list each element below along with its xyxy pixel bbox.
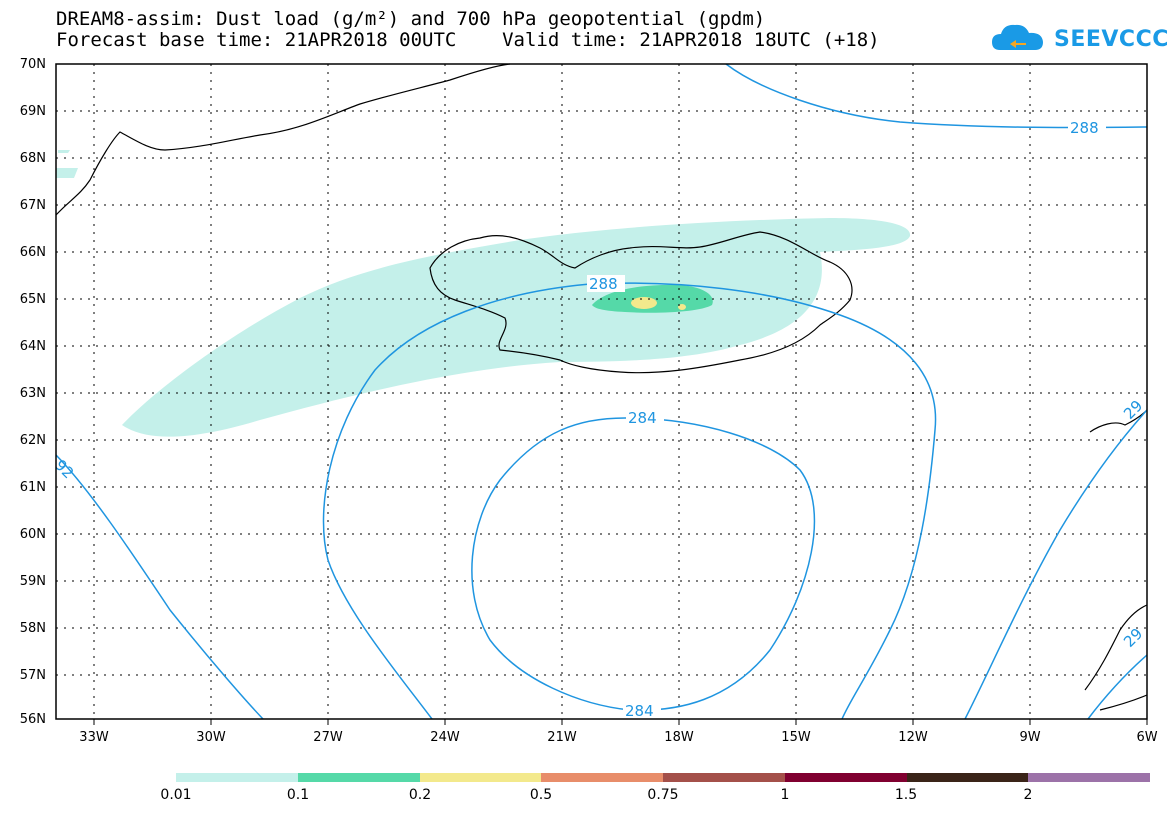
colorbar-label: 2 [1023, 787, 1033, 803]
contour-288-ring [322, 282, 937, 720]
lat-label: 70N [19, 57, 46, 72]
colorbar-segment [663, 773, 785, 782]
contour-288-north [725, 63, 1148, 129]
contour-label: 29 [1120, 397, 1146, 423]
lat-label: 57N [19, 668, 46, 683]
lat-label: 64N [19, 339, 46, 354]
colorbar-label: 1 [780, 787, 790, 803]
lat-label: 58N [19, 621, 46, 636]
lon-label: 9W [1019, 730, 1041, 745]
colorbar-segment [1028, 773, 1150, 782]
contour-label: 29 [1120, 625, 1146, 651]
contour-label: 284 [625, 702, 654, 720]
lat-label: 63N [19, 386, 46, 401]
colorbar-segment [906, 773, 1029, 782]
contour-292-west [55, 454, 264, 720]
lon-label: 6W [1136, 730, 1158, 745]
colorbar-label: 0.75 [647, 787, 679, 803]
colorbar-segment [176, 773, 298, 782]
colorbar-label: 0.01 [160, 787, 192, 803]
lon-label: 18W [664, 730, 694, 745]
logo-text: SEEVCCC [1054, 27, 1169, 52]
lat-label: 62N [19, 433, 46, 448]
colorbar-segment [784, 773, 907, 782]
lat-label: 67N [19, 198, 46, 213]
colorbar-segment [297, 773, 420, 782]
cloud-icon [992, 24, 1043, 50]
colorbar-label: 0.1 [286, 787, 310, 803]
contour-label: 288 [589, 275, 618, 293]
dust-area-0.01 [122, 218, 911, 437]
contour-label: 284 [628, 409, 657, 427]
colorbar-label: 0.5 [529, 787, 553, 803]
contour-284-ring [471, 417, 816, 711]
lon-label: 24W [430, 730, 460, 745]
colorbar-label: 1.5 [894, 787, 918, 803]
lon-label: 30W [196, 730, 226, 745]
lat-label: 59N [19, 574, 46, 589]
colorbar-label: 0.2 [408, 787, 432, 803]
map-frame [55, 63, 1148, 720]
map-subtitle: Forecast base time: 21APR2018 00UTC Vali… [56, 29, 880, 51]
lon-label: 15W [781, 730, 811, 745]
contour-label: 288 [1070, 119, 1099, 137]
graticule [56, 64, 1147, 719]
lat-label: 60N [19, 527, 46, 542]
lat-label: 66N [19, 245, 46, 260]
lon-label: 12W [898, 730, 928, 745]
contour-label: 92 [51, 456, 77, 482]
colorbar-segment [419, 773, 542, 782]
lon-label: 27W [313, 730, 343, 745]
contour-292-east [964, 409, 1148, 720]
lon-label: 21W [547, 730, 577, 745]
colorbar [176, 773, 1150, 782]
lat-label: 69N [19, 104, 46, 119]
lat-label: 56N [19, 712, 46, 727]
map-title: DREAM8-assim: Dust load (g/m²) and 700 h… [56, 8, 766, 30]
lon-label: 33W [79, 730, 109, 745]
dust-area-small2 [58, 150, 70, 153]
lat-label: 68N [19, 151, 46, 166]
colorbar-segment [541, 773, 663, 782]
coastline [55, 63, 1148, 711]
lat-label: 61N [19, 480, 46, 495]
dust-area-small [56, 168, 78, 178]
lat-label: 65N [19, 292, 46, 307]
dust-area-0.2b [678, 304, 686, 310]
dust-area-0.2 [631, 297, 657, 309]
contour-292-east2 [1087, 654, 1148, 720]
